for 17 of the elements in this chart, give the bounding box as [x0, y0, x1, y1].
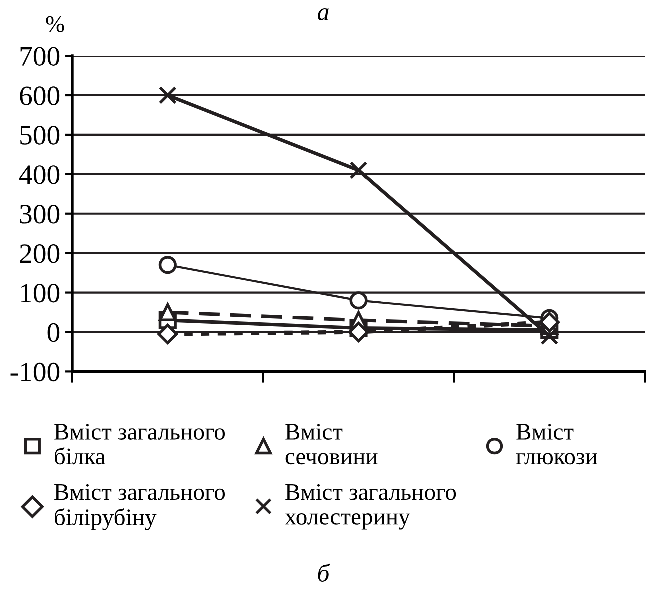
- y-tick-label: 300: [20, 205, 60, 224]
- y-tick-label: 700: [20, 47, 60, 66]
- y-tick-label: 600: [20, 86, 60, 106]
- text: а: [318, 8, 329, 21]
- text: б: [318, 564, 330, 582]
- legend-label: Вміст глюкози: [516, 424, 598, 465]
- y-tick-label: 100: [21, 284, 60, 303]
- y-tick-label: 0: [48, 323, 60, 342]
- y-tick-label: 500: [20, 126, 60, 145]
- legend-label: Вміст загального білка: [54, 424, 226, 465]
- y-tick-label: 200: [20, 244, 60, 264]
- y-tick-label: 400: [20, 166, 60, 184]
- y-tick-label: -100: [10, 362, 60, 382]
- legend-label: Вміст сечовини: [286, 424, 378, 465]
- legend-label: Вміст загального холестерину: [285, 484, 456, 530]
- legend-label: Вміст загального білірубіну: [54, 484, 226, 530]
- y-axis-title: %: [46, 16, 64, 32]
